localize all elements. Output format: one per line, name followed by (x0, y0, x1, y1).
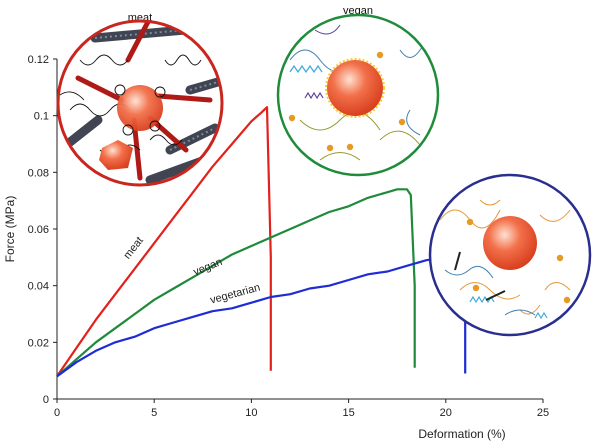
inset-vegan-title: vegan (343, 5, 373, 17)
y-tick-label: 0.02 (28, 337, 49, 349)
x-tick-label: 25 (537, 407, 549, 419)
inset-meat: meat (56, 12, 224, 187)
y-tick-label: 0.1 (34, 111, 49, 123)
y-tick-label: 0.06 (28, 224, 49, 236)
x-tick-label: 0 (54, 407, 60, 419)
y-tick-label: 0.12 (28, 54, 49, 66)
series-line-vegan (56, 188, 416, 378)
vegetarian-network-illustration (439, 199, 571, 320)
y-ticks: 0 0.02 0.04 0.06 0.08 0.1 0.12 (28, 54, 57, 406)
series-line-meat (56, 106, 272, 377)
series-line-vegetarian (56, 253, 467, 378)
inset-vegan: vegan (276, 5, 440, 177)
series-label-vegan: vegan (192, 256, 224, 278)
x-ticks: 0 5 10 15 20 25 (54, 399, 549, 419)
x-tick-label: 5 (151, 407, 157, 419)
inset-vegetarian: vegetarian (428, 173, 592, 337)
x-axis-title: Deformation (%) (418, 427, 505, 441)
vegan-network-illustration (288, 24, 438, 161)
x-tick-label: 20 (440, 407, 452, 419)
x-tick-label: 10 (245, 407, 257, 419)
y-tick-label: 0.08 (28, 167, 49, 179)
y-axis-title: Force (MPa) (3, 196, 17, 263)
y-tick-label: 0.04 (28, 281, 49, 293)
x-tick-label: 15 (342, 407, 354, 419)
y-tick-label: 0 (43, 394, 49, 406)
